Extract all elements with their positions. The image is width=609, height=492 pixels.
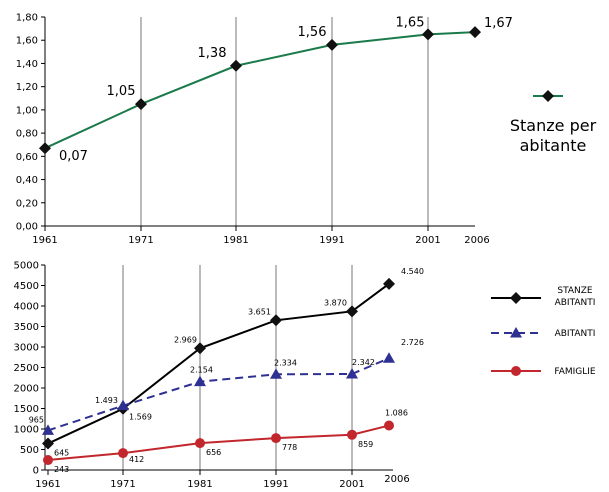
- data-point-bottom: [383, 352, 395, 363]
- data-label-top: 1,56: [298, 25, 327, 40]
- data-point-bottom: [118, 448, 128, 459]
- y-tick-label-top: 0,20: [16, 198, 38, 209]
- data-label-bottom: 3.870: [324, 298, 347, 307]
- data-point-bottom: [383, 277, 395, 290]
- x-tick-label-top: 1981: [223, 235, 248, 246]
- data-point-top: [469, 26, 481, 39]
- chart-bottom: 0 500 1000 1500 2000 2500 3000 3500 4000 4500 5000…: [14, 261, 596, 491]
- legend-label-bottom: FAMIGLIE: [554, 367, 596, 377]
- y-tick-label-bottom: 2500: [14, 363, 39, 374]
- data-label-bottom: 2.342: [352, 358, 375, 367]
- y-tick-label-bottom: 0: [33, 466, 39, 477]
- data-point-bottom: [346, 367, 358, 379]
- data-label-top: 1,65: [396, 15, 425, 30]
- series-line-bottom: [47, 283, 390, 445]
- data-point-bottom: [194, 342, 206, 355]
- data-label-top: 1,38: [198, 46, 227, 61]
- data-label-bottom: 4.540: [401, 267, 424, 276]
- data-point-top: [230, 59, 242, 72]
- y-tick-label-bottom: 2000: [14, 384, 39, 395]
- data-label-top: 1,05: [107, 84, 136, 99]
- legend-label-top: abitante: [520, 136, 587, 155]
- x-tick-label-bottom: 1971: [110, 479, 135, 490]
- data-label-bottom: 1.493: [95, 396, 118, 405]
- data-label-bottom: 859: [358, 440, 373, 449]
- data-point-bottom: [270, 368, 282, 379]
- y-tick-label-top: 1,20: [16, 82, 38, 93]
- x-tick-label-top: 1971: [128, 235, 153, 246]
- data-point-top: [422, 28, 434, 41]
- data-point-bottom: [43, 455, 53, 466]
- data-label-bottom: 1.569: [129, 413, 152, 422]
- x-tick-label-bottom: 1991: [263, 479, 288, 490]
- y-tick-label-top: 1,80: [16, 13, 38, 24]
- data-label-bottom: 2.726: [401, 338, 424, 347]
- legend-label-bottom: ABITANTI: [555, 298, 596, 308]
- data-point-bottom: [42, 437, 54, 450]
- data-point-bottom: [384, 420, 394, 431]
- legend-marker-top: [542, 90, 554, 102]
- data-label-bottom: 2.334: [274, 358, 297, 367]
- y-tick-label-top: 0,60: [16, 152, 38, 163]
- data-point-bottom: [117, 399, 129, 411]
- x-tick-label-bottom: 1981: [187, 479, 212, 490]
- data-point-bottom: [42, 424, 54, 435]
- x-tick-label-top: 1991: [319, 235, 344, 246]
- legend-label-bottom: STANZE: [557, 286, 593, 296]
- y-tick-label-bottom: 500: [20, 445, 39, 456]
- data-point-bottom: [270, 314, 282, 327]
- data-point-top: [135, 98, 147, 111]
- data-label-bottom: 243: [54, 465, 69, 474]
- data-point-bottom: [271, 433, 281, 444]
- series-line-bottom: [47, 424, 390, 462]
- data-point-bottom: [194, 375, 206, 387]
- data-point-bottom: [195, 438, 205, 449]
- x-tick-label-top: 2001: [415, 235, 440, 246]
- chart-top: 0,00 0,20 0,40 0,60 0,80 1,00 1,20 1,40 1,60 1,80…: [16, 13, 597, 247]
- data-label-bottom: 965: [29, 415, 44, 424]
- y-tick-label-top: 1,60: [16, 36, 38, 47]
- data-label-bottom: 2.154: [190, 366, 213, 375]
- series-line-top: [44, 31, 476, 150]
- series-line-bottom: [47, 357, 390, 432]
- data-label-bottom: 656: [206, 448, 221, 457]
- y-tick-label-bottom: 4000: [14, 302, 39, 313]
- data-label-bottom: 645: [54, 449, 69, 458]
- data-label-bottom: 3.651: [248, 307, 271, 316]
- data-label-top: 0,07: [59, 149, 88, 164]
- legend-label-bottom: ABITANTI: [555, 329, 596, 339]
- data-label-bottom: 412: [129, 455, 144, 464]
- y-tick-label-bottom: 1000: [14, 425, 39, 436]
- data-label-top: 1,67: [484, 16, 513, 31]
- y-tick-label-top: 0,80: [16, 129, 38, 140]
- y-tick-label-top: 1,00: [16, 105, 38, 116]
- y-tick-label-bottom: 1500: [14, 404, 39, 415]
- y-tick-label-bottom: 4500: [14, 281, 39, 292]
- x-tick-label-top: 2006: [464, 235, 489, 246]
- x-tick-label-top: 1961: [32, 235, 57, 246]
- data-point-bottom: [346, 305, 358, 318]
- x-tick-label-bottom: 2001: [339, 479, 364, 490]
- y-tick-label-top: 0,40: [16, 175, 38, 186]
- data-point-top: [39, 142, 51, 155]
- y-tick-label-bottom: 3000: [14, 343, 39, 354]
- data-label-bottom: 1.086: [385, 408, 408, 417]
- y-tick-label-top: 1,40: [16, 59, 38, 70]
- x-tick-label-bottom: 2006: [384, 474, 409, 485]
- data-label-bottom: 2.969: [174, 335, 197, 344]
- data-point-bottom: [347, 429, 357, 440]
- legend-marker-bottom: [510, 327, 522, 338]
- x-tick-label-bottom: 1961: [35, 479, 60, 490]
- legend-marker-bottom: [511, 366, 521, 376]
- legend-marker-bottom: [510, 292, 522, 304]
- legend-label-top: Stanze per: [510, 116, 597, 135]
- data-point-top: [326, 38, 338, 51]
- y-tick-label-bottom: 5000: [14, 261, 39, 272]
- y-tick-label-top: 0,00: [16, 222, 38, 233]
- data-label-bottom: 778: [282, 443, 297, 452]
- y-tick-label-bottom: 3500: [14, 322, 39, 333]
